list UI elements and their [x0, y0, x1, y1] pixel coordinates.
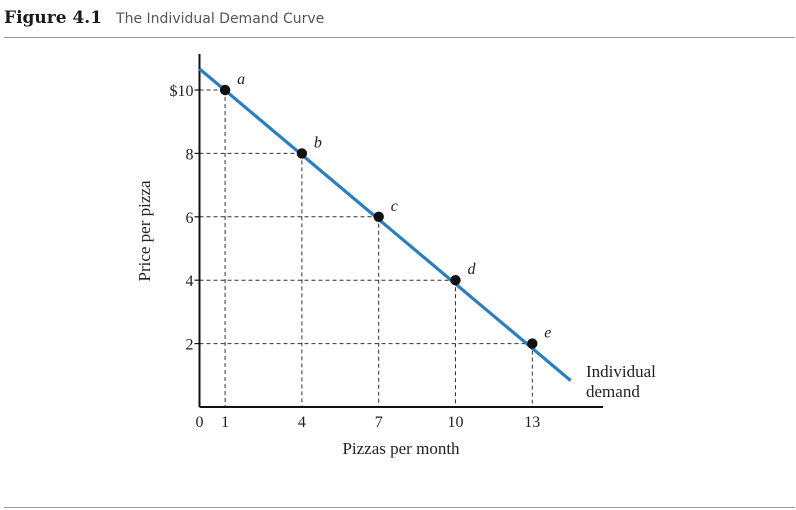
footer-divider	[4, 507, 795, 508]
demand-curve-line	[198, 67, 572, 382]
y-tick-label: $10	[170, 83, 194, 100]
data-point-e	[527, 338, 538, 349]
point-label-d: d	[468, 261, 477, 278]
x-tick-label: 13	[524, 414, 540, 431]
y-tick-label: 8	[186, 146, 194, 163]
x-tick-label: 0	[196, 414, 204, 431]
point-label-b: b	[314, 134, 322, 151]
point-label-e: e	[544, 325, 551, 342]
x-tick-label: 1	[221, 414, 229, 431]
y-tick-label: 6	[186, 210, 194, 227]
header-divider	[4, 37, 795, 38]
y-axis-title: Price per pizza	[135, 180, 154, 281]
y-tick-label: 2	[186, 337, 194, 354]
figure-header: Figure 4.1 The Individual Demand Curve	[4, 8, 324, 34]
x-tick-label: 7	[375, 414, 383, 431]
figure-caption: The Individual Demand Curve	[116, 11, 325, 27]
figure-label: Figure 4.1	[4, 8, 103, 28]
y-tick-label: 4	[186, 273, 194, 290]
data-point-b	[296, 148, 308, 159]
x-tick-label: 10	[448, 414, 464, 431]
data-point-d	[450, 275, 461, 286]
point-label-c: c	[391, 198, 398, 215]
data-point-a	[219, 84, 231, 96]
curve-label-line: Individual	[586, 362, 656, 381]
point-label-a: a	[237, 71, 245, 88]
x-axis-title: Pizzas per month	[342, 439, 460, 458]
data-point-c	[373, 211, 384, 222]
curve-label-line: demand	[586, 382, 640, 401]
x-tick-label: 4	[298, 414, 306, 431]
